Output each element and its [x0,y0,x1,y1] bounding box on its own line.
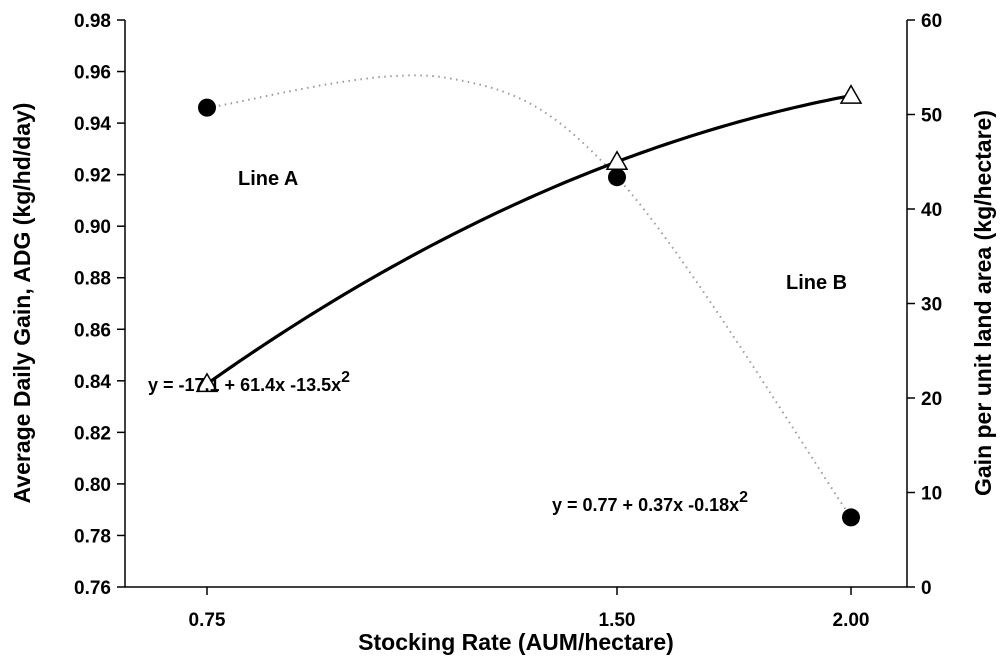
line-a-point [605,150,629,170]
y-left-tick-label: 0.92 [74,166,111,187]
y-left-tick-label: 0.88 [74,269,111,290]
y-right-tick-label: 20 [921,389,942,410]
y-right-tick-label: 60 [921,11,942,32]
x-axis-title: Stocking Rate (AUM/hectare) [358,629,674,655]
line-a-curve [206,94,852,386]
line-b-markers [198,98,860,527]
y-left-tick-label: 0.98 [74,11,111,32]
y-left-ticks: 0.76 0.78 0.80 0.82 0.84 0.86 0.88 0.90 0.92 0.94… [74,11,125,599]
x-tick-label: 1.50 [599,610,636,631]
line-a-equation: y = -17.1 + 61.4x -13.5x2 [148,369,350,395]
line-b-point [608,168,626,187]
y-right-tick-label: 0 [921,578,932,599]
y-right-tick-label: 30 [921,295,942,316]
y-left-tick-label: 0.76 [74,578,111,599]
line-b-equation: y = 0.77 + 0.37x -0.18x2 [552,489,748,515]
line-a-equation-text: y = -17.1 + 61.4x -13.5x [148,375,341,395]
y-left-tick-label: 0.84 [74,372,111,393]
y-right-axis-title: Gain per unit land area (kg/hectare) [970,110,996,496]
y-left-tick-label: 0.94 [74,114,111,135]
y-right-tick-label: 10 [921,484,942,505]
x-tick-label: 0.75 [189,610,226,631]
line-a-point [839,84,863,104]
line-b-curve [206,74,852,518]
line-a-point [195,372,219,393]
y-right-ticks: 0 10 20 30 40 50 60 [907,11,942,599]
y-left-tick-label: 0.82 [74,423,111,444]
x-ticks: 0.75 1.50 2.00 [189,587,870,631]
y-right-tick-label: 50 [921,106,942,127]
y-left-tick-label: 0.90 [74,217,111,238]
line-b-label: Line B [786,272,847,294]
y-left-tick-label: 0.78 [74,526,111,547]
line-b-equation-text: y = 0.77 + 0.37x -0.18x [552,495,739,515]
line-b-point [842,508,860,527]
y-left-tick-label: 0.80 [74,475,111,496]
line-a-equation-exp: 2 [341,369,350,386]
y-left-tick-label: 0.86 [74,320,111,341]
line-a-label: Line A [238,168,298,190]
x-tick-label: 2.00 [833,610,870,631]
line-b-point [198,98,216,117]
line-b-equation-exp: 2 [739,489,748,506]
y-left-axis-title: Average Daily Gain, ADG (kg/hd/day) [9,103,35,504]
line-a-markers [195,84,863,393]
y-left-tick-label: 0.96 [74,63,111,84]
y-right-tick-label: 40 [921,200,942,221]
